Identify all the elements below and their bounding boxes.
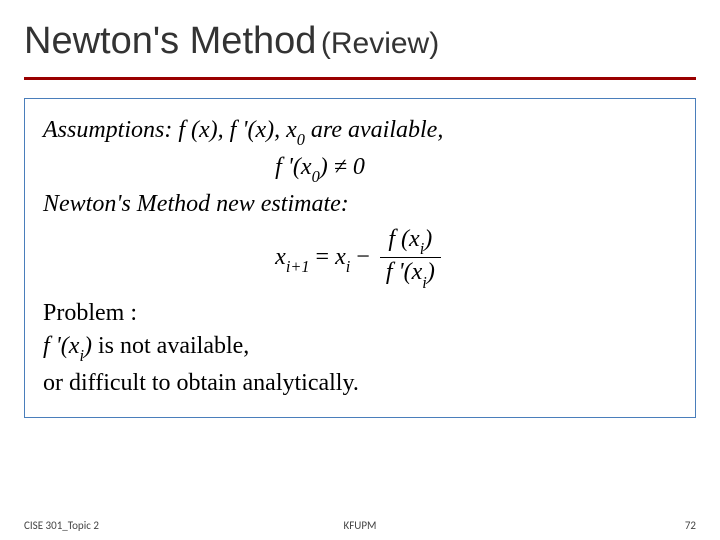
p1-sub: i [79,346,84,365]
title-main: Newton's Method [24,20,316,62]
num-b: ) [424,226,432,252]
footer-right: 72 [685,519,696,532]
footer-center: KFUPM [0,519,720,532]
f-sub-ip1: i+1 [286,257,310,276]
assumptions-tail: are available, [305,117,443,143]
fraction: f (xi)f '(xi) [380,226,441,291]
num-sub: i [420,239,425,258]
title-sub: (Review) [321,27,439,60]
cond-sub: 0 [312,167,320,186]
assumptions-fx: : f (x), f '(x), x [164,117,296,143]
cond-a: f '(x [275,154,311,180]
assumptions-line: Assumptions: f (x), f '(x), x0 are avail… [43,117,677,148]
f-minus: − [350,243,376,269]
cond-b: ) ≠ 0 [320,154,365,180]
assumptions-sub: 0 [297,130,305,149]
f-xi: x [335,243,346,269]
estimate-label: Newton's Method new estimate: [43,191,677,218]
condition-line: f '(x0) ≠ 0 [0,154,677,185]
assumptions-word: Assumptions [43,117,164,143]
den-b: ) [427,259,435,285]
f-eq: = [310,243,336,269]
content-box: Assumptions: f (x), f '(x), x0 are avail… [24,98,696,418]
p1-b: ) [84,333,92,359]
den-sub: i [422,273,427,292]
f-sub-i: i [346,257,351,276]
f-xip1: x [275,243,286,269]
title-container: Newton's Method (Review) [24,20,696,80]
problem-line2: or difficult to obtain analytically. [43,370,677,397]
problem-line1: f '(xi) is not available, [43,333,677,364]
newton-formula: xi+1 = xi − f (xi)f '(xi) [43,226,677,291]
p1-a: f '(x [43,333,79,359]
problem-label: Problem : [43,300,677,327]
den-a: f '(x [386,259,422,285]
p1-c: is not available, [92,333,249,359]
estimate-text: Newton's Method new estimate: [43,191,349,217]
num-a: f (x [388,226,419,252]
